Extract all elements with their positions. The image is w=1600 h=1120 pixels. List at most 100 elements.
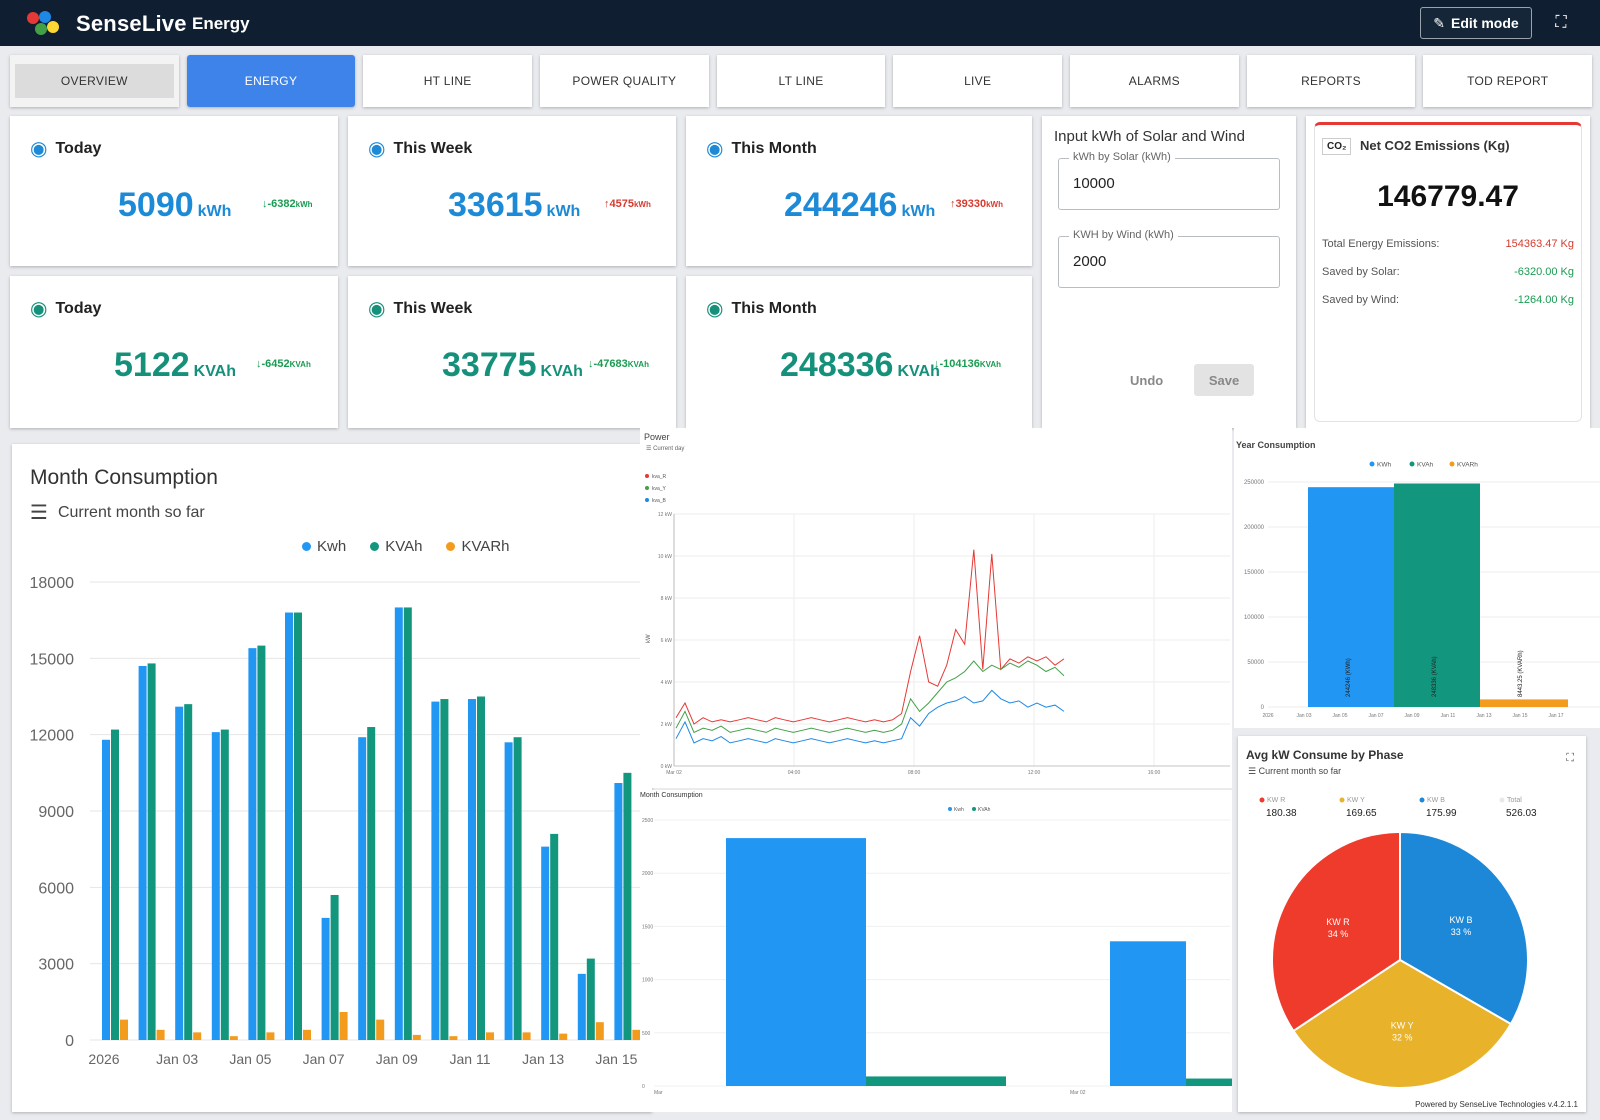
bar-kvarh bbox=[522, 1032, 531, 1040]
x-tick-label: Jan 05 bbox=[1332, 713, 1347, 719]
stat-value: 248336 bbox=[780, 346, 894, 384]
stat-delta: ↓-47683KVAh bbox=[588, 358, 649, 370]
month-consumption-small-chart: Kwh KVAh 0 500 1000 1500 2000 2500 Mar Mar 02 bbox=[642, 807, 1232, 1096]
bar-kvah bbox=[330, 894, 339, 1040]
save-button[interactable]: Save bbox=[1194, 364, 1254, 396]
y-tick-label: 8 kW bbox=[661, 596, 673, 602]
bar-kvarh bbox=[486, 1032, 494, 1040]
bar-kvah bbox=[440, 699, 449, 1040]
stat-value: 244246 bbox=[784, 186, 898, 224]
edit-mode-label: Edit mode bbox=[1451, 15, 1519, 31]
bar-kvah bbox=[623, 772, 632, 1040]
tab-reports[interactable]: REPORTS bbox=[1246, 55, 1416, 107]
stat-delta: ↑39330kWh bbox=[950, 198, 1003, 210]
legend-kvarh[interactable]: KVARh bbox=[446, 538, 510, 555]
bar-kvarh bbox=[303, 1029, 311, 1040]
x-tick-label: Jan 03 bbox=[1296, 713, 1311, 719]
co2-row-total: Total Energy Emissions: 154363.47 Kg bbox=[1322, 238, 1574, 250]
tab-alarms[interactable]: ALARMS bbox=[1070, 55, 1239, 107]
tab-lt-line[interactable]: LT LINE bbox=[716, 55, 886, 107]
y-tick-label: 1500 bbox=[642, 924, 653, 930]
bar-kwh bbox=[541, 846, 550, 1040]
bar-kvah bbox=[550, 833, 559, 1040]
summary-value: 180.38 bbox=[1266, 808, 1297, 819]
x-tick-label: Jan 09 bbox=[376, 1051, 418, 1067]
bar-kvarh bbox=[632, 1029, 641, 1040]
summary-label: KW Y bbox=[1347, 797, 1365, 804]
year-title: Year Consumption bbox=[1236, 440, 1316, 450]
y-tick-label: 2000 bbox=[642, 871, 653, 877]
tab-overview[interactable]: OVERVIEW bbox=[10, 55, 179, 107]
y-tick-label: 1000 bbox=[642, 978, 653, 984]
bar-kvarh bbox=[559, 1033, 568, 1040]
co2-title: Net CO2 Emissions (Kg) bbox=[1360, 138, 1510, 153]
legend-dot bbox=[972, 807, 976, 811]
year-consumption-panel: Year Consumption KWh KVAh KVARh 0 50000 10000… bbox=[1234, 428, 1600, 728]
year-consumption-chart: KWh KVAh KVARh 0 50000 100000 150000 200000 2500… bbox=[1244, 461, 1600, 719]
co2-row-solar: Saved by Solar: -6320.00 Kg bbox=[1322, 266, 1574, 278]
legend-label: KVAh bbox=[1417, 462, 1434, 469]
legend-dot bbox=[1369, 461, 1375, 467]
power-subtitle: Current day bbox=[653, 446, 685, 452]
wind-kwh-field[interactable]: KWH by Wind (kWh) 2000 bbox=[1058, 229, 1280, 288]
x-tick-label: Jan 07 bbox=[303, 1051, 345, 1067]
co2-row-wind: Saved by Wind: -1264.00 Kg bbox=[1322, 294, 1574, 306]
tab-energy[interactable]: ENERGY bbox=[186, 55, 356, 107]
legend-kvah[interactable]: KVAh bbox=[370, 538, 422, 555]
bar-kvah bbox=[184, 704, 193, 1040]
month-consumption-panel: Month Consumption ☰ Current month so far… bbox=[12, 444, 652, 1112]
stat-card-today-kvah: ◉ Today 5122 KVAh ↓-6452KVAh bbox=[10, 276, 338, 428]
month-consumption-small-panel: Month Consumption Kwh KVAh 0 500 1000 1500 200… bbox=[640, 790, 1232, 1112]
pie-label: KW R bbox=[1326, 917, 1350, 927]
legend-label: kva_B bbox=[652, 498, 667, 504]
bar-kwh bbox=[394, 607, 403, 1040]
x-tick-label: Jan 05 bbox=[229, 1051, 271, 1067]
edit-mode-button[interactable]: ✎ Edit mode bbox=[1420, 7, 1532, 39]
exit-fullscreen-icon[interactable]: ⛶ bbox=[1555, 14, 1567, 31]
undo-button[interactable]: Undo bbox=[1130, 373, 1164, 388]
tab-tod-report[interactable]: TOD REPORT bbox=[1423, 55, 1593, 107]
y-tick-label: 3000 bbox=[38, 957, 74, 974]
stat-card-week-kwh: ◉ This Week 33615 kWh ↑4575kWh bbox=[348, 116, 676, 266]
legend-kwh[interactable]: Kwh bbox=[302, 538, 346, 555]
bar-kvah bbox=[147, 663, 156, 1040]
phase-consumption-panel: Avg kW Consume by Phase ☰ Current month … bbox=[1238, 736, 1586, 1112]
month-legend: Kwh KVAh KVARh bbox=[302, 538, 510, 555]
bar-kwh bbox=[358, 737, 367, 1040]
tab-ht-line[interactable]: HT LINE bbox=[363, 55, 533, 107]
tab-live[interactable]: LIVE bbox=[893, 55, 1063, 107]
x-tick-label: Jan 11 bbox=[1441, 713, 1456, 719]
bar-kvarh bbox=[1480, 699, 1568, 707]
bar-kvah bbox=[367, 727, 376, 1040]
summary-dot bbox=[1419, 797, 1425, 803]
y-tick-label: 4 kW bbox=[661, 680, 673, 686]
line-kva_b bbox=[675, 689, 1065, 744]
pie-label: KW Y bbox=[1391, 1020, 1414, 1030]
line-kva_r bbox=[675, 549, 1065, 725]
expand-icon[interactable]: ⛶ bbox=[1566, 752, 1574, 764]
y-tick-label: 2 kW bbox=[661, 722, 673, 728]
stat-value: 5090 bbox=[118, 186, 194, 224]
solar-kwh-field[interactable]: kWh by Solar (kWh) 10000 bbox=[1058, 151, 1280, 210]
x-tick-label: Jan 09 bbox=[1404, 713, 1419, 719]
meter-icon: ◉ bbox=[30, 298, 48, 320]
pie-pct: 32 % bbox=[1392, 1032, 1413, 1042]
summary-dot bbox=[1259, 797, 1265, 803]
bar-kvarh bbox=[229, 1036, 238, 1040]
x-tick-label: 16:00 bbox=[1148, 770, 1161, 776]
pencil-icon: ✎ bbox=[1433, 14, 1446, 31]
bar-kvah bbox=[257, 645, 266, 1040]
stat-delta: ↓-6452KVAh bbox=[256, 358, 311, 370]
tab-power-quality[interactable]: POWER QUALITY bbox=[540, 55, 709, 107]
bar-kwh bbox=[1308, 487, 1394, 707]
x-tick-label: Mar 02 bbox=[666, 770, 682, 776]
bar-kvarh bbox=[412, 1034, 421, 1040]
power-title: Power bbox=[644, 432, 670, 442]
stat-value: 33775 bbox=[442, 346, 537, 384]
legend-label: kva_R bbox=[652, 474, 667, 480]
y-tick-label: 0 kW bbox=[661, 764, 673, 770]
input-card-title: Input kWh of Solar and Wind bbox=[1054, 128, 1245, 145]
month-consumption-title: Month Consumption bbox=[30, 466, 218, 489]
legend-dot bbox=[1449, 461, 1455, 467]
filter-lines-icon[interactable]: ☰ bbox=[30, 502, 48, 524]
